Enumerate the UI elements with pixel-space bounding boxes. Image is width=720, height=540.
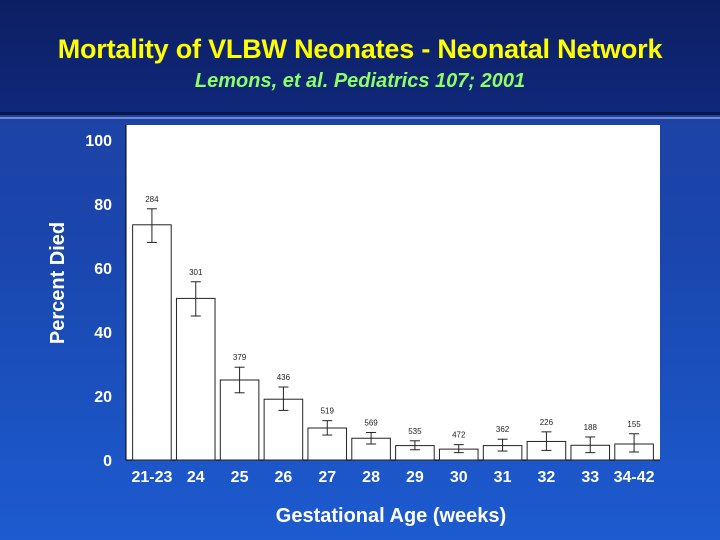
page-title: Mortality of VLBW Neonates - Neonatal Ne…: [57, 34, 663, 64]
y-tick-label: 20: [94, 389, 112, 406]
y-axis-title: Percent Died: [47, 222, 69, 344]
bar-count-label: 301: [189, 268, 203, 277]
bar-count-label: 472: [452, 431, 466, 440]
y-tick-label: 60: [94, 261, 112, 278]
bar-count-label: 284: [145, 195, 159, 204]
bar-count-label: 379: [233, 353, 247, 362]
bar: [175, 297, 216, 461]
y-tick-label: 0: [103, 453, 112, 470]
bar: [132, 224, 172, 461]
x-tick-label: 31: [494, 469, 512, 486]
x-tick-label: 27: [318, 469, 336, 486]
bar-count-label: 535: [408, 427, 422, 436]
bar-count-label: 436: [277, 373, 291, 382]
x-tick-label: 21-23: [131, 469, 172, 486]
x-tick-label: 34-42: [614, 469, 655, 486]
bar-count-label: 569: [364, 418, 378, 427]
header-divider-light: [0, 117, 720, 119]
y-tick-label: 100: [85, 133, 112, 150]
x-tick-label: 33: [581, 469, 599, 486]
bar-count-label: 155: [627, 420, 641, 429]
y-tick-label: 80: [94, 197, 112, 214]
bar-count-label: 188: [584, 423, 598, 432]
bar-count-label: 362: [496, 425, 510, 434]
y-tick-label: 40: [94, 325, 112, 342]
page-subtitle: Lemons, et al. Pediatrics 107; 2001: [194, 70, 526, 92]
header-divider: [0, 112, 720, 115]
x-tick-label: 28: [362, 469, 380, 486]
x-tick-label: 25: [231, 469, 249, 486]
x-axis-title: Gestational Age (weeks): [276, 505, 506, 527]
header-band: [0, 0, 720, 112]
bar: [219, 379, 260, 461]
bar-count-label: 226: [540, 418, 554, 427]
bar-count-label: 519: [321, 407, 335, 416]
x-tick-label: 32: [538, 469, 556, 486]
x-tick-label: 24: [187, 469, 205, 486]
x-tick-label: 30: [450, 469, 468, 486]
x-tick-label: 29: [406, 469, 424, 486]
x-tick-label: 26: [275, 469, 293, 486]
